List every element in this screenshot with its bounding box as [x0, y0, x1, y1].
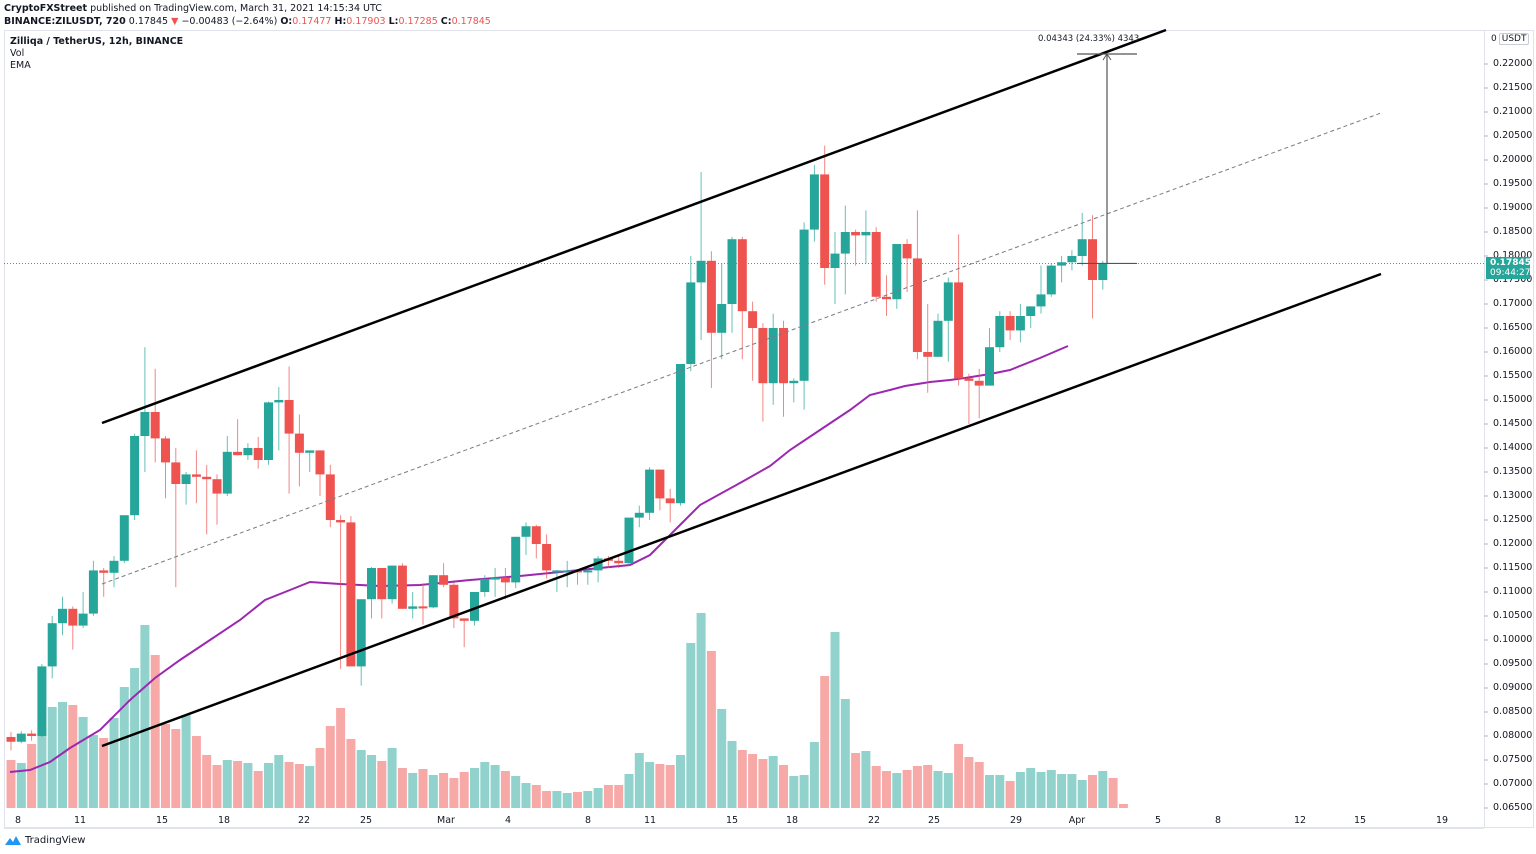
- time-tick: 18: [785, 815, 799, 826]
- price-tick: 0.17500: [1493, 274, 1533, 285]
- time-tick: 22: [867, 815, 881, 826]
- down-arrow-icon: ▼: [171, 16, 179, 27]
- legend-vol[interactable]: Vol: [10, 48, 25, 59]
- time-tick: 11: [73, 815, 87, 826]
- open-value: 0.17477: [292, 16, 332, 27]
- price-tick: 0.11000: [1493, 586, 1533, 597]
- price-tick: 0.19000: [1493, 202, 1533, 213]
- price-tick: 0.21000: [1493, 106, 1533, 117]
- close-value: 0.17845: [451, 16, 491, 27]
- logo-text: TradingView: [25, 834, 86, 846]
- price-tick: 0.21500: [1493, 82, 1533, 93]
- tradingview-cloud-icon: [5, 836, 21, 845]
- time-tick: 19: [1435, 815, 1449, 826]
- price-tick: 0.16000: [1493, 346, 1533, 357]
- time-tick: 5: [1154, 815, 1162, 826]
- publisher-name: CryptoFXStreet: [4, 3, 88, 14]
- time-tick: 22: [297, 815, 311, 826]
- price-change: −0.00483 (−2.64%): [181, 16, 278, 27]
- close-label: C:: [440, 16, 452, 27]
- time-tick: 8: [14, 815, 22, 826]
- chart-legend: Zilliqa / TetherUS, 12h, BINANCE Vol EMA: [10, 36, 183, 72]
- publish-info: CryptoFXStreet published on TradingView.…: [4, 3, 382, 14]
- time-tick: Mar: [437, 815, 455, 826]
- time-tick: 11: [643, 815, 657, 826]
- price-tick: 0.13000: [1493, 490, 1533, 501]
- symbol-label: BINANCE:ZILUSDT, 720: [4, 16, 126, 27]
- price-tick: 0.10500: [1493, 610, 1533, 621]
- price-tick: 0.06500: [1493, 802, 1533, 813]
- price-tick: 0.22000: [1493, 58, 1533, 69]
- price-tick: 0.14500: [1493, 418, 1533, 429]
- time-tick: Apr: [1068, 815, 1086, 826]
- time-tick: 18: [217, 815, 231, 826]
- price-tick: 0.15500: [1493, 370, 1533, 381]
- price-tick: 0.15000: [1493, 394, 1533, 405]
- price-tick: 0.08000: [1493, 730, 1533, 741]
- time-tick: 29: [1009, 815, 1023, 826]
- price-tick: 0.19500: [1493, 178, 1533, 189]
- unit-prefix: 0: [1491, 34, 1497, 44]
- time-tick: 12: [1293, 815, 1307, 826]
- publish-date: published on TradingView.com, March 31, …: [90, 3, 382, 14]
- high-value: 0.17903: [346, 16, 386, 27]
- current-price-tag: 0.17845 09:44:27: [1486, 257, 1531, 279]
- price-tick: 0.13500: [1493, 466, 1533, 477]
- price-tick: 0.07000: [1493, 778, 1533, 789]
- low-value: 0.17285: [398, 16, 438, 27]
- time-tick: 8: [584, 815, 592, 826]
- price-tick: 0.11500: [1493, 562, 1533, 573]
- time-tick: 25: [927, 815, 941, 826]
- price-tick: 0.07500: [1493, 754, 1533, 765]
- price-tick: 0.09000: [1493, 682, 1533, 693]
- last-price: 0.17845: [128, 16, 169, 27]
- legend-title[interactable]: Zilliqa / TetherUS, 12h, BINANCE: [10, 36, 184, 47]
- time-tick: 8: [1214, 815, 1222, 826]
- price-tick: 0.12500: [1493, 514, 1533, 525]
- time-tick: 4: [504, 815, 512, 826]
- price-tick: 0.18000: [1493, 250, 1533, 261]
- time-tick: 15: [725, 815, 739, 826]
- price-tick: 0.17000: [1493, 298, 1533, 309]
- measure-label: 0.04343 (24.33%) 4343: [1038, 34, 1140, 44]
- time-tick: 15: [155, 815, 169, 826]
- price-tick: 0.10000: [1493, 634, 1533, 645]
- price-tick: 0.12000: [1493, 538, 1533, 549]
- price-axis-divider: [1484, 30, 1485, 828]
- ohlc-bar: BINANCE:ZILUSDT, 720 0.17845 ▼ −0.00483 …: [4, 16, 491, 27]
- bar-countdown: 09:44:27: [1490, 268, 1531, 278]
- chart-pane[interactable]: [4, 30, 1534, 828]
- current-price: 0.17845: [1490, 258, 1531, 268]
- high-label: H:: [334, 16, 347, 27]
- price-tick: 0.20000: [1493, 154, 1533, 165]
- unit-badge[interactable]: USDT: [1498, 33, 1530, 45]
- currency-unit[interactable]: 0 USDT: [1491, 33, 1530, 45]
- price-tick: 0.08500: [1493, 706, 1533, 717]
- tradingview-logo[interactable]: TradingView: [4, 834, 85, 846]
- time-axis-divider: [4, 828, 1484, 829]
- price-tick: 0.16500: [1493, 322, 1533, 333]
- open-label: O:: [280, 16, 293, 27]
- price-tick: 0.14000: [1493, 442, 1533, 453]
- legend-ema[interactable]: EMA: [10, 60, 31, 71]
- price-tick: 0.18500: [1493, 226, 1533, 237]
- price-tick: 0.09500: [1493, 658, 1533, 669]
- low-label: L:: [388, 16, 399, 27]
- time-tick: 25: [359, 815, 373, 826]
- time-tick: 15: [1353, 815, 1367, 826]
- price-tick: 0.20500: [1493, 130, 1533, 141]
